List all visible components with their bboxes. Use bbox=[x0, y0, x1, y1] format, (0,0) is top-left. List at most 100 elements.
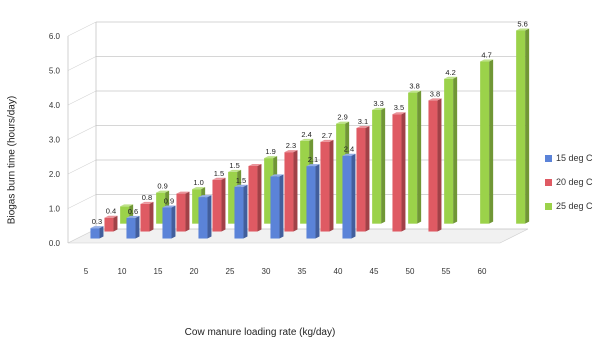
bar-side bbox=[257, 163, 262, 232]
data-label: 0.9 bbox=[157, 182, 167, 191]
bar-top bbox=[104, 215, 118, 218]
data-label: 2.1 bbox=[308, 155, 318, 164]
x-tick-label: 60 bbox=[478, 267, 487, 276]
bar-side bbox=[437, 98, 442, 232]
bar-top bbox=[428, 98, 442, 101]
bar-side bbox=[279, 174, 284, 239]
bar bbox=[342, 155, 352, 239]
bar bbox=[516, 30, 526, 224]
bar bbox=[126, 217, 136, 239]
bar-side bbox=[99, 226, 104, 239]
bar bbox=[198, 197, 208, 239]
x-tick-label: 25 bbox=[226, 267, 235, 276]
y-tick-label: 4.0 bbox=[49, 101, 61, 110]
side-gridline bbox=[67, 56, 97, 71]
bar-side bbox=[489, 59, 494, 224]
bar bbox=[90, 228, 100, 239]
y-tick-label: 5.0 bbox=[49, 67, 61, 76]
data-label: 3.3 bbox=[373, 99, 383, 108]
bar-top bbox=[212, 177, 226, 180]
legend-label-25: 25 deg C bbox=[556, 201, 593, 211]
y-tick-label: 3.0 bbox=[49, 136, 61, 145]
x-tick-label: 5 bbox=[84, 267, 89, 276]
x-tick-label: 35 bbox=[298, 267, 307, 276]
bar bbox=[428, 100, 438, 232]
bar-top bbox=[264, 156, 278, 159]
bar bbox=[248, 165, 258, 232]
bar-top bbox=[176, 191, 190, 194]
x-tick-label: 10 bbox=[118, 267, 127, 276]
data-label: 4.2 bbox=[445, 68, 455, 77]
legend: 15 deg C 20 deg C 25 deg C bbox=[545, 146, 611, 218]
bar bbox=[444, 78, 454, 224]
legend-swatch-20 bbox=[545, 178, 552, 186]
x-tick-label: 20 bbox=[190, 267, 199, 276]
bar-side bbox=[221, 177, 226, 232]
bar-top bbox=[392, 112, 406, 115]
x-tick-label: 55 bbox=[442, 267, 451, 276]
bar bbox=[192, 189, 202, 224]
bar-top bbox=[228, 169, 242, 172]
y-axis-title-wrap: Biogas burn time (hours/day) bbox=[2, 60, 22, 260]
bar-side bbox=[381, 107, 386, 224]
bar-side bbox=[113, 215, 118, 232]
data-label: 0.4 bbox=[106, 207, 116, 216]
bar bbox=[270, 176, 280, 239]
bar bbox=[300, 140, 310, 224]
x-tick-label: 50 bbox=[406, 267, 415, 276]
bar-top bbox=[156, 190, 170, 193]
bar-top bbox=[234, 184, 248, 187]
legend-label-20: 20 deg C bbox=[556, 177, 593, 187]
data-label: 2.9 bbox=[337, 113, 347, 122]
bar-top bbox=[126, 215, 140, 218]
side-gridline bbox=[67, 159, 97, 175]
bar-side bbox=[293, 150, 298, 232]
side-gridline bbox=[67, 21, 97, 37]
data-label: 1.5 bbox=[236, 176, 246, 185]
legend-item-25: 25 deg C bbox=[545, 194, 611, 218]
data-label: 0.8 bbox=[142, 193, 152, 202]
bar bbox=[392, 114, 402, 232]
y-tick-label: 0.0 bbox=[49, 239, 61, 248]
bar-top bbox=[248, 163, 262, 166]
side-gridline bbox=[67, 90, 97, 106]
side-gridline bbox=[67, 125, 97, 140]
x-tick-label: 45 bbox=[370, 267, 379, 276]
bar-top bbox=[342, 153, 356, 156]
bar-top bbox=[300, 138, 314, 141]
bar-side bbox=[135, 215, 140, 239]
legend-item-20: 20 deg C bbox=[545, 170, 611, 194]
bar bbox=[480, 61, 490, 224]
bar bbox=[176, 193, 186, 232]
bar bbox=[156, 192, 166, 224]
bar bbox=[162, 207, 172, 239]
data-label: 1.9 bbox=[265, 147, 275, 156]
bar-side bbox=[453, 76, 458, 224]
bar-top bbox=[444, 76, 458, 79]
legend-item-15: 15 deg C bbox=[545, 146, 611, 170]
bar bbox=[320, 141, 330, 232]
bar bbox=[408, 92, 418, 224]
bar-top bbox=[120, 204, 134, 207]
bar bbox=[104, 217, 114, 232]
data-label: 2.3 bbox=[286, 141, 296, 150]
data-label: 3.8 bbox=[409, 82, 419, 91]
bar-top bbox=[372, 107, 386, 110]
data-label: 1.0 bbox=[193, 178, 203, 187]
bar-top bbox=[408, 90, 422, 93]
data-label: 0.3 bbox=[92, 217, 102, 226]
bar-side bbox=[525, 28, 530, 224]
bar-top bbox=[516, 28, 530, 31]
bar bbox=[212, 179, 222, 232]
bar-top bbox=[270, 174, 284, 177]
bar-top bbox=[192, 187, 206, 190]
bar-side bbox=[329, 139, 334, 232]
bar-side bbox=[417, 90, 422, 224]
bar bbox=[120, 206, 130, 224]
bar-top bbox=[320, 139, 334, 142]
x-axis-title: Cow manure loading rate (kg/day) bbox=[184, 327, 336, 338]
bar bbox=[234, 186, 244, 239]
data-label: 5.6 bbox=[517, 19, 527, 28]
bar-side bbox=[185, 191, 190, 232]
